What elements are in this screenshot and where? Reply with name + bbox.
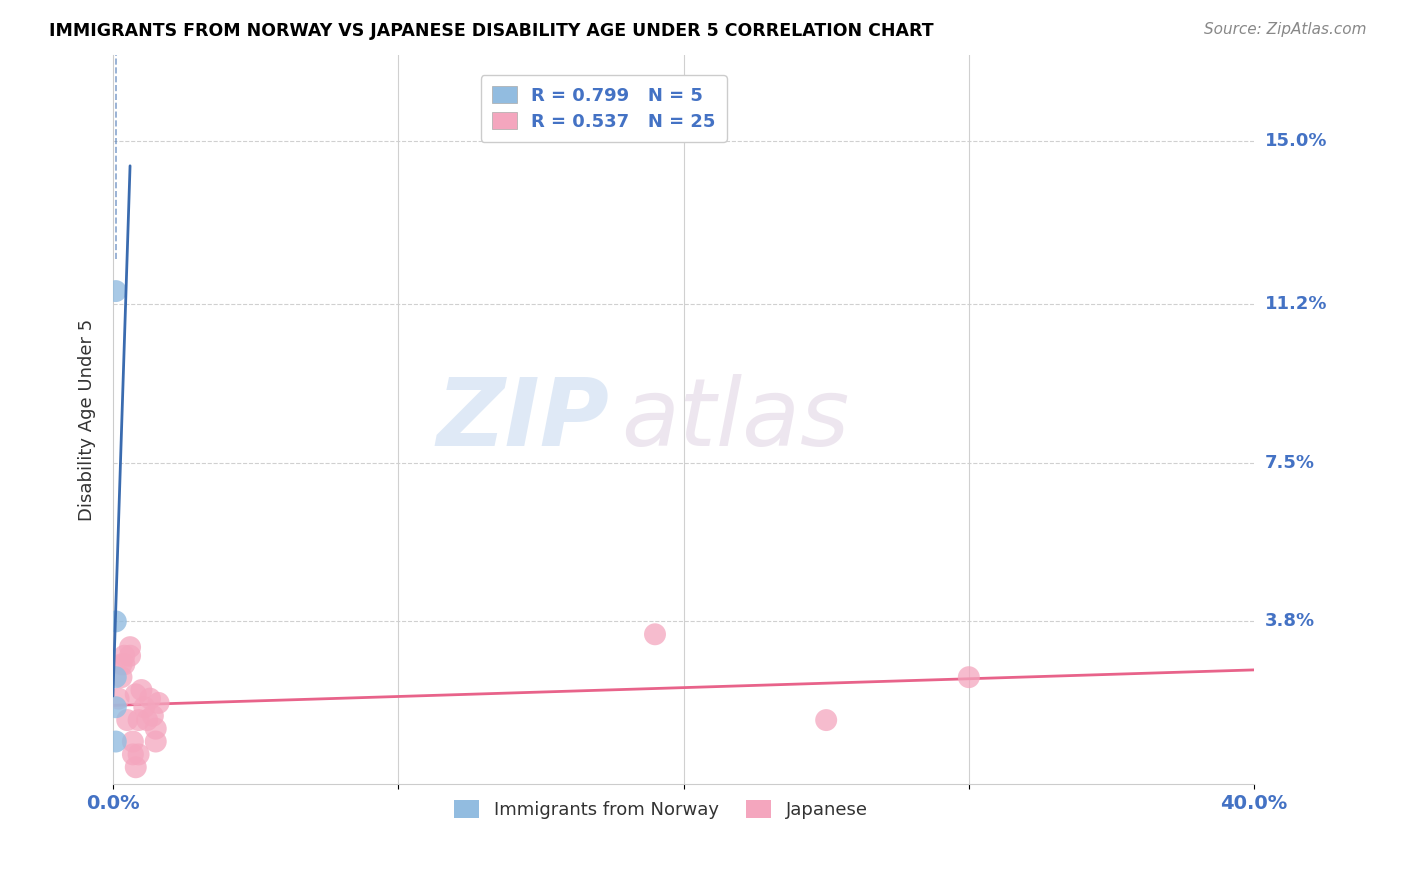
Point [118, 640, 141, 655]
Point [142, 708, 165, 723]
Legend: Immigrants from Norway, Japanese: Immigrants from Norway, Japanese [447, 793, 875, 827]
Point [104, 284, 127, 298]
Point [139, 691, 162, 706]
Point [104, 670, 127, 684]
Text: 3.8%: 3.8% [1265, 613, 1316, 631]
Point [110, 657, 132, 672]
Point [112, 648, 135, 663]
Point [122, 747, 145, 762]
Point [125, 687, 148, 701]
Text: atlas: atlas [621, 375, 849, 466]
Point [131, 683, 153, 698]
Point [118, 648, 141, 663]
Point [122, 734, 145, 748]
Point [110, 670, 132, 684]
Text: 11.2%: 11.2% [1265, 295, 1327, 313]
Point [104, 615, 127, 629]
Point [957, 670, 980, 684]
Point [104, 734, 127, 748]
Point [815, 713, 838, 727]
Y-axis label: Disability Age Under 5: Disability Age Under 5 [79, 318, 96, 521]
Text: IMMIGRANTS FROM NORWAY VS JAPANESE DISABILITY AGE UNDER 5 CORRELATION CHART: IMMIGRANTS FROM NORWAY VS JAPANESE DISAB… [49, 22, 934, 40]
Point [148, 696, 170, 710]
Point [145, 734, 167, 748]
Point [125, 760, 148, 774]
Point [115, 713, 138, 727]
Point [128, 747, 150, 762]
Point [644, 627, 666, 641]
Point [104, 700, 127, 714]
Point [134, 700, 156, 714]
Point [107, 691, 129, 706]
Point [145, 722, 167, 736]
Text: 15.0%: 15.0% [1265, 132, 1327, 150]
Point [128, 713, 150, 727]
Text: Source: ZipAtlas.com: Source: ZipAtlas.com [1204, 22, 1367, 37]
Point [136, 713, 159, 727]
Text: 7.5%: 7.5% [1265, 454, 1315, 472]
Point [112, 657, 135, 672]
Text: ZIP: ZIP [436, 374, 609, 466]
